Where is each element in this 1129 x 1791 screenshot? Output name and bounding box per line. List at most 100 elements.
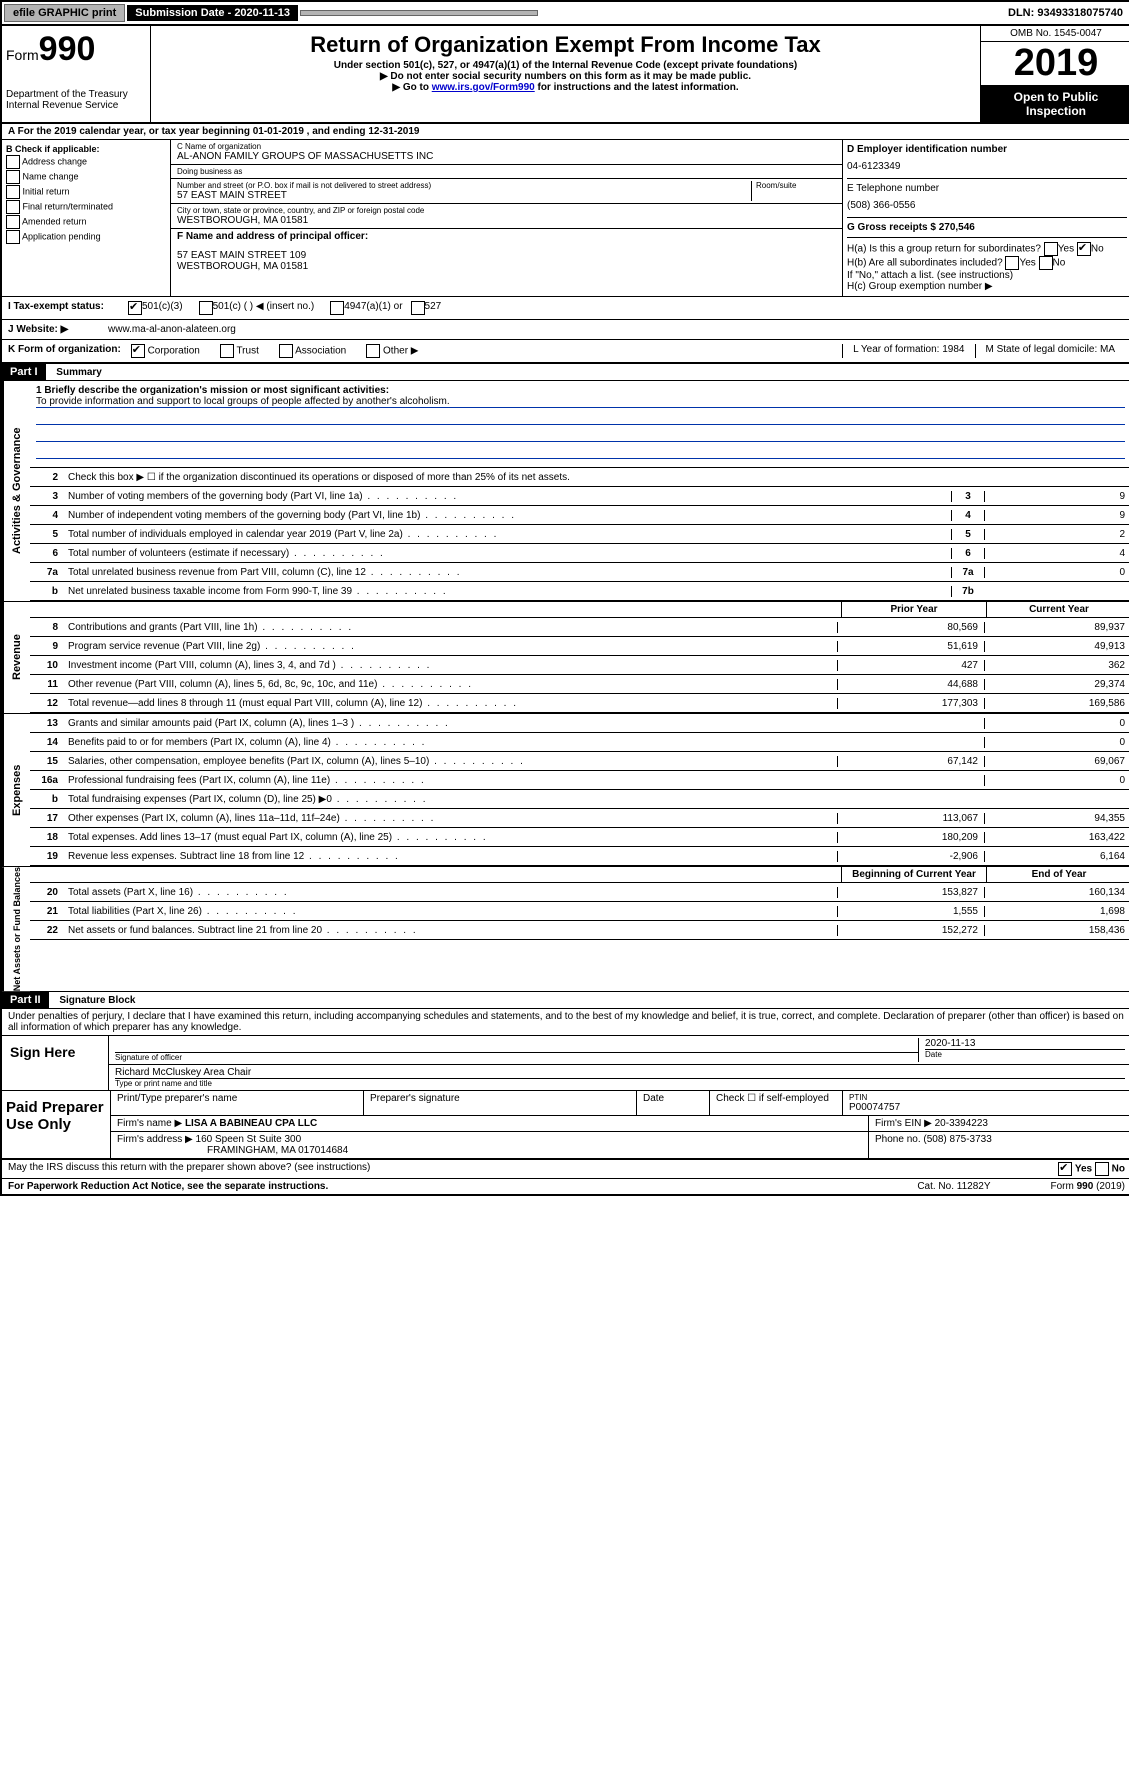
section-a-text: A For the 2019 calendar year, or tax yea… xyxy=(8,126,419,137)
form-990-page: efile GRAPHIC print Submission Date - 20… xyxy=(0,0,1129,1196)
form-title: Return of Organization Exempt From Incom… xyxy=(155,32,976,58)
website-url[interactable]: www.ma-al-anon-alateen.org xyxy=(108,324,236,335)
hc-row: H(c) Group exemption number ▶ xyxy=(847,281,1127,292)
paid-header-row: Print/Type preparer's name Preparer's si… xyxy=(111,1091,1129,1116)
part-i-title: Summary xyxy=(56,367,102,378)
section-a: A For the 2019 calendar year, or tax yea… xyxy=(2,124,1129,140)
check-other[interactable] xyxy=(366,344,380,358)
website-label: J Website: ▶ xyxy=(8,324,108,335)
ph3: Date xyxy=(637,1091,710,1115)
form-header: Form990 Department of the Treasury Inter… xyxy=(2,26,1129,124)
part-ii-header: Part II Signature Block xyxy=(2,992,1129,1009)
netassets-block: Net Assets or Fund Balances Beginning of… xyxy=(2,867,1129,992)
irs-q: May the IRS discuss this return with the… xyxy=(8,1162,370,1176)
ha-row: H(a) Is this a group return for subordin… xyxy=(847,242,1127,256)
revenue-block: Revenue Prior Year Current Year 8Contrib… xyxy=(2,602,1129,714)
ptin-val: P00074757 xyxy=(849,1102,1125,1113)
mission-label: 1 Briefly describe the organization's mi… xyxy=(36,385,389,396)
sig-date: 2020-11-13 xyxy=(925,1038,1125,1049)
line-18: 18Total expenses. Add lines 13–17 (must … xyxy=(30,828,1129,847)
col-b: B Check if applicable: Address change Na… xyxy=(2,140,171,296)
check-4947[interactable] xyxy=(330,301,344,315)
officer-name: Richard McCluskey Area Chair xyxy=(115,1067,1125,1079)
check-501c[interactable] xyxy=(199,301,213,315)
check-trust[interactable] xyxy=(220,344,234,358)
sign-here-label: Sign Here xyxy=(2,1036,109,1090)
col-headers-rev: Prior Year Current Year xyxy=(30,602,1129,618)
expenses-block: Expenses 13Grants and similar amounts pa… xyxy=(2,714,1129,867)
check-pending[interactable]: Application pending xyxy=(6,230,166,244)
col-b-title: B Check if applicable: xyxy=(6,144,100,154)
side-net: Net Assets or Fund Balances xyxy=(2,867,30,991)
line-8: 8Contributions and grants (Part VIII, li… xyxy=(30,618,1129,637)
irs-discuss-row: May the IRS discuss this return with the… xyxy=(2,1160,1129,1179)
line-b: bTotal fundraising expenses (Part IX, co… xyxy=(30,790,1129,809)
header-left: Form990 Department of the Treasury Inter… xyxy=(2,26,151,122)
org-name-row: C Name of organization AL-ANON FAMILY GR… xyxy=(171,140,842,165)
mission-block: 1 Briefly describe the organization's mi… xyxy=(30,381,1129,468)
status-row: I Tax-exempt status: 501(c)(3) 501(c) ( … xyxy=(2,297,1129,320)
line-4: 4Number of independent voting members of… xyxy=(30,506,1129,525)
cat-no: Cat. No. 11282Y xyxy=(917,1181,990,1192)
firm-name-row: Firm's name ▶ LISA A BABINEAU CPA LLC Fi… xyxy=(111,1116,1129,1132)
side-revenue: Revenue xyxy=(2,602,30,713)
governance-block: Activities & Governance 1 Briefly descri… xyxy=(2,381,1129,602)
check-final[interactable]: Final return/terminated xyxy=(6,200,166,214)
opt-527: 527 xyxy=(425,301,442,315)
check-yes[interactable] xyxy=(1058,1162,1072,1176)
current-year-header: Current Year xyxy=(986,602,1129,617)
line-16a: 16aProfessional fundraising fees (Part I… xyxy=(30,771,1129,790)
year-formation: L Year of formation: 1984 xyxy=(842,344,974,358)
officer-row: F Name and address of principal officer:… xyxy=(171,229,842,274)
prior-year-header: Prior Year xyxy=(841,602,986,617)
ein-label: D Employer identification number xyxy=(847,144,1007,155)
firm-ein: 20-3394223 xyxy=(935,1118,988,1129)
line-19: 19Revenue less expenses. Subtract line 1… xyxy=(30,847,1129,866)
check-assoc[interactable] xyxy=(279,344,293,358)
line-22: 22Net assets or fund balances. Subtract … xyxy=(30,921,1129,940)
firm-addr-row: Firm's address ▶ 160 Speen St Suite 300 … xyxy=(111,1132,1129,1158)
line-12: 12Total revenue—add lines 8 through 11 (… xyxy=(30,694,1129,713)
officer-name-label: Type or print name and title xyxy=(115,1079,1125,1088)
check-name[interactable]: Name change xyxy=(6,170,166,184)
side-governance: Activities & Governance xyxy=(2,381,30,601)
opt-501c3: 501(c)(3) xyxy=(142,301,183,315)
line-15: 15Salaries, other compensation, employee… xyxy=(30,752,1129,771)
check-address[interactable]: Address change xyxy=(6,155,166,169)
street-value: 57 EAST MAIN STREET xyxy=(177,190,751,201)
check-501c3[interactable] xyxy=(128,301,142,315)
city-label: City or town, state or province, country… xyxy=(177,206,836,215)
check-initial[interactable]: Initial return xyxy=(6,185,166,199)
ph5: PTIN xyxy=(849,1093,1125,1102)
firm-addr-label: Firm's address ▶ xyxy=(117,1134,193,1145)
form-footer: Form 990 (2019) xyxy=(1051,1181,1125,1192)
check-527[interactable] xyxy=(411,301,425,315)
part-i-header: Part I Summary xyxy=(2,364,1129,381)
org-name: AL-ANON FAMILY GROUPS OF MASSACHUSETTS I… xyxy=(177,151,836,162)
note2-post: for instructions and the latest informat… xyxy=(535,82,739,93)
mission-text: To provide information and support to lo… xyxy=(36,396,1125,408)
ein-value: 04-6123349 xyxy=(847,161,1127,172)
efile-button[interactable]: efile GRAPHIC print xyxy=(4,4,125,22)
check-no[interactable] xyxy=(1095,1162,1109,1176)
footer-row: For Paperwork Reduction Act Notice, see … xyxy=(2,1179,1129,1194)
line-3: 3Number of voting members of the governi… xyxy=(30,487,1129,506)
paid-label: Paid Preparer Use Only xyxy=(2,1091,111,1158)
perjury-text: Under penalties of perjury, I declare th… xyxy=(2,1009,1129,1036)
header-center: Return of Organization Exempt From Incom… xyxy=(151,26,980,122)
line-14: 14Benefits paid to or for members (Part … xyxy=(30,733,1129,752)
firm-name-label: Firm's name ▶ xyxy=(117,1118,182,1129)
sig-date-label: Date xyxy=(925,1049,1125,1059)
check-corp[interactable] xyxy=(131,344,145,358)
line-5: 5Total number of individuals employed in… xyxy=(30,525,1129,544)
tax-year: 2019 xyxy=(981,42,1129,86)
line-b: bNet unrelated business taxable income f… xyxy=(30,582,1129,601)
room-label: Room/suite xyxy=(751,181,836,201)
line-20: 20Total assets (Part X, line 16)153,8271… xyxy=(30,883,1129,902)
sign-here-block: Sign Here Signature of officer 2020-11-1… xyxy=(2,1036,1129,1091)
name-label: C Name of organization xyxy=(177,142,836,151)
irs-link[interactable]: www.irs.gov/Form990 xyxy=(432,82,535,93)
col-cdef: C Name of organization AL-ANON FAMILY GR… xyxy=(171,140,843,296)
opt-4947: 4947(a)(1) or xyxy=(344,301,402,315)
check-amended[interactable]: Amended return xyxy=(6,215,166,229)
